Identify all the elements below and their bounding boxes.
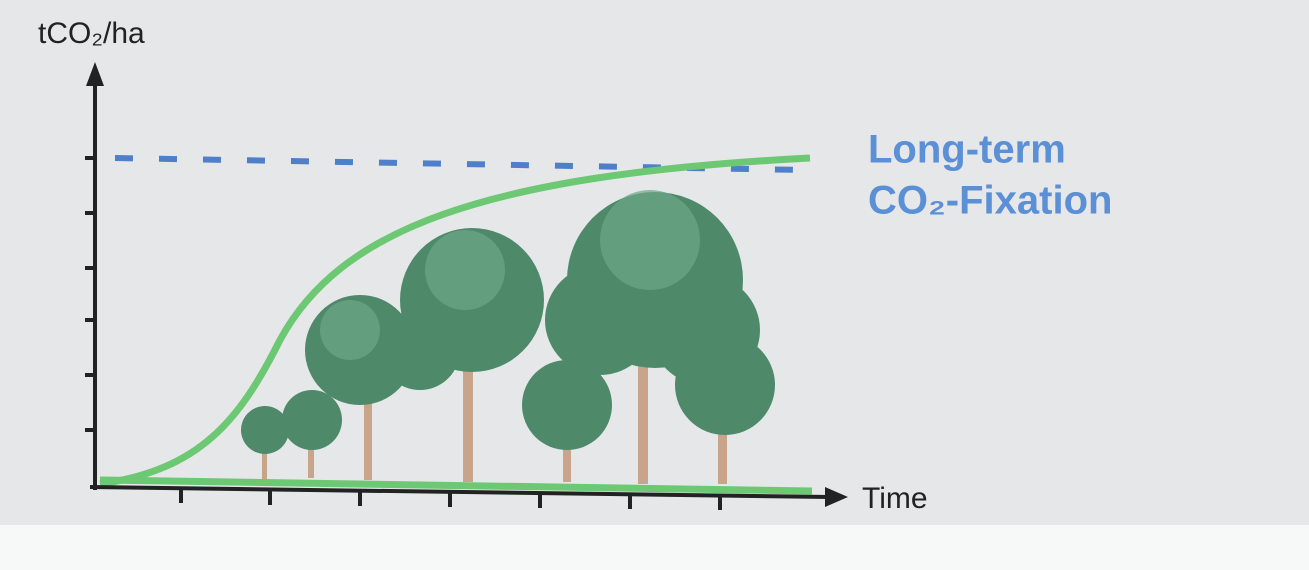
bottom-strip	[0, 525, 1309, 570]
page: {"axes": {"y_label": "tCO₂/ha", "x_label…	[0, 0, 1309, 570]
annotation-line: CO₂-Fixation	[868, 179, 1112, 223]
diagram: tCO₂/ha Time Long-term CO₂-Fixation	[0, 0, 1309, 570]
annotation-line: Long-term	[868, 128, 1066, 172]
x-axis-label: Time	[862, 482, 928, 515]
y-axis-label: tCO₂/ha	[38, 17, 145, 50]
